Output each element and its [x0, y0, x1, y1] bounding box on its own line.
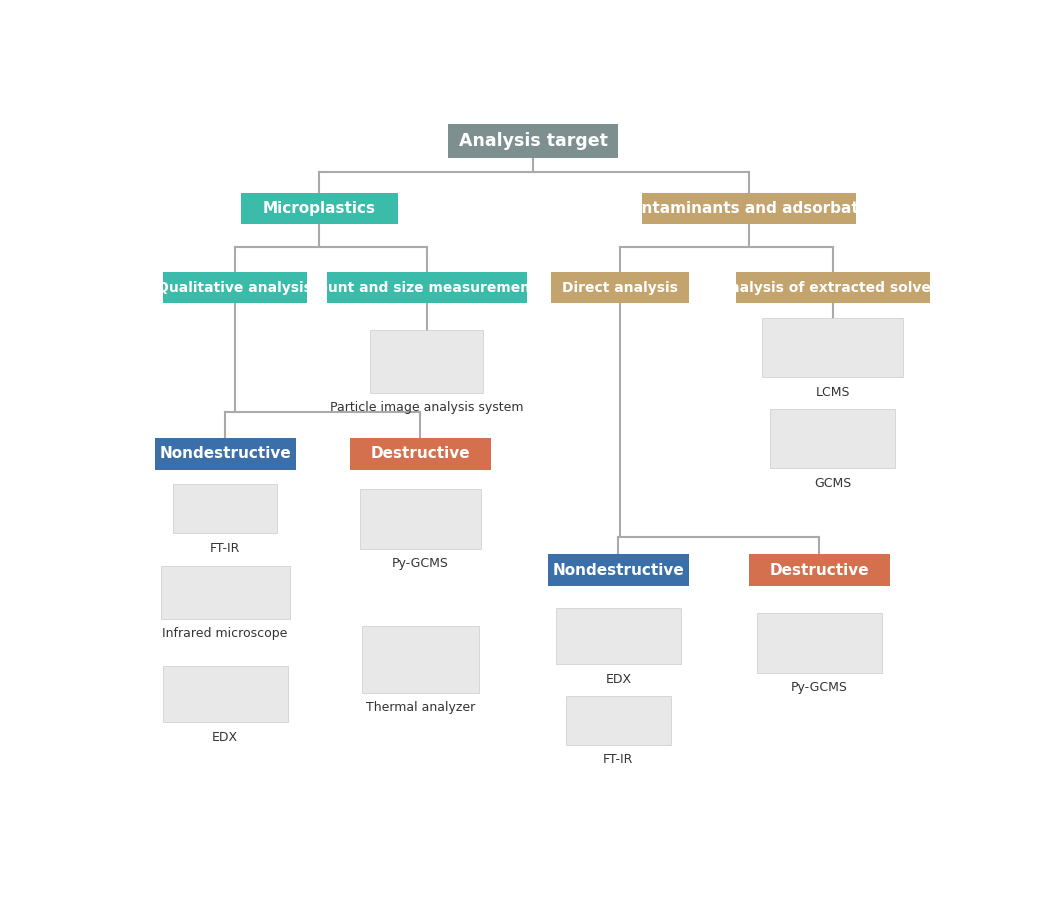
Text: Nondestructive: Nondestructive: [552, 562, 684, 578]
Text: Thermal analyzer: Thermal analyzer: [365, 701, 475, 714]
FancyBboxPatch shape: [327, 272, 526, 303]
FancyBboxPatch shape: [556, 608, 681, 664]
Text: Py-GCMS: Py-GCMS: [392, 557, 448, 571]
FancyBboxPatch shape: [736, 272, 930, 303]
Text: Microplastics: Microplastics: [263, 201, 375, 217]
FancyBboxPatch shape: [762, 318, 904, 378]
FancyBboxPatch shape: [566, 695, 671, 744]
FancyBboxPatch shape: [241, 193, 398, 224]
FancyBboxPatch shape: [162, 666, 288, 723]
FancyBboxPatch shape: [360, 490, 480, 549]
Text: EDX: EDX: [605, 672, 631, 685]
Text: Destructive: Destructive: [770, 562, 869, 578]
Text: Direct analysis: Direct analysis: [562, 281, 678, 295]
FancyBboxPatch shape: [643, 193, 856, 224]
Text: FT-IR: FT-IR: [603, 753, 633, 766]
FancyBboxPatch shape: [349, 438, 491, 470]
FancyBboxPatch shape: [362, 626, 478, 693]
Text: Nondestructive: Nondestructive: [159, 447, 291, 461]
Text: Analysis target: Analysis target: [459, 132, 607, 150]
FancyBboxPatch shape: [370, 330, 483, 393]
Text: Infrared microscope: Infrared microscope: [162, 627, 288, 641]
Text: GCMS: GCMS: [814, 477, 852, 490]
FancyBboxPatch shape: [771, 409, 895, 469]
Text: Particle image analysis system: Particle image analysis system: [330, 401, 523, 414]
FancyBboxPatch shape: [155, 438, 295, 470]
Text: LCMS: LCMS: [815, 386, 850, 399]
Text: EDX: EDX: [212, 731, 238, 743]
FancyBboxPatch shape: [173, 484, 278, 533]
FancyBboxPatch shape: [749, 554, 889, 586]
Text: Contaminants and adsorbates: Contaminants and adsorbates: [620, 201, 878, 217]
Text: Count and size measurements: Count and size measurements: [308, 281, 545, 295]
Text: Py-GCMS: Py-GCMS: [790, 682, 848, 694]
FancyBboxPatch shape: [548, 554, 688, 586]
FancyBboxPatch shape: [551, 272, 690, 303]
FancyBboxPatch shape: [160, 566, 289, 619]
FancyBboxPatch shape: [163, 272, 307, 303]
Text: Analysis of extracted solvent: Analysis of extracted solvent: [719, 281, 947, 295]
Text: FT-IR: FT-IR: [210, 541, 240, 554]
FancyBboxPatch shape: [448, 124, 618, 157]
Text: Destructive: Destructive: [370, 447, 470, 461]
Text: Qualitative analysis: Qualitative analysis: [157, 281, 312, 295]
FancyBboxPatch shape: [757, 613, 882, 672]
